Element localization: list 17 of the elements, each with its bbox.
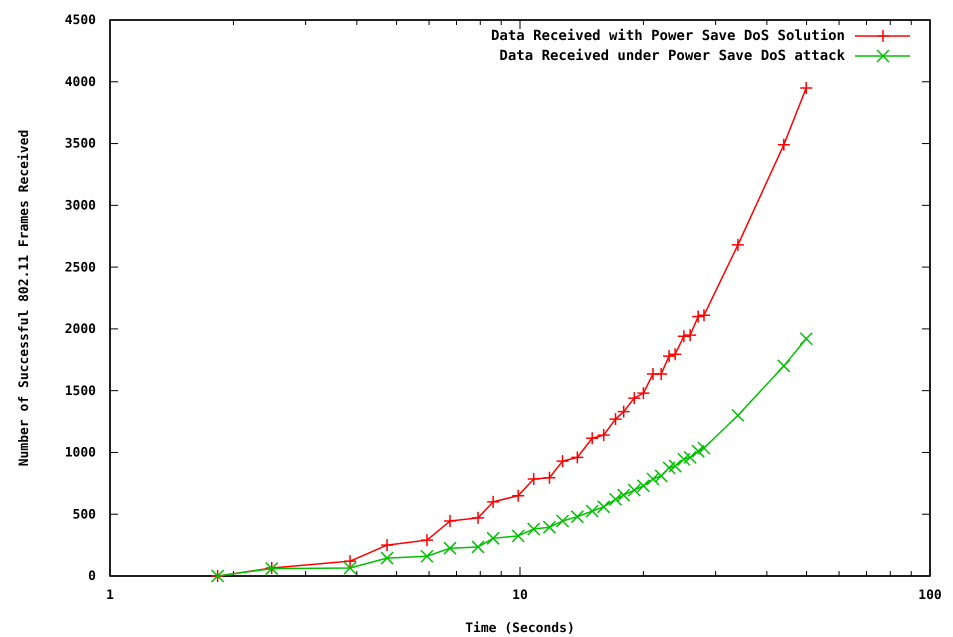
y-tick-label: 1500	[64, 384, 96, 399]
y-tick-label: 3500	[64, 136, 96, 152]
y-tick-label: 1000	[64, 446, 96, 461]
legend-label: Data Received under Power Save DoS attack	[499, 48, 846, 64]
x-axis-title: Time (Seconds)	[465, 621, 575, 636]
x-tick-label: 10	[512, 588, 528, 604]
y-tick-label: 2500	[64, 260, 96, 276]
legend-label: Data Received with Power Save DoS Solution	[490, 28, 845, 44]
y-tick-label: 4500	[64, 13, 96, 28]
x-tick-label: 100	[918, 588, 942, 604]
y-tick-label: 3000	[64, 198, 96, 214]
y-tick-label: 4000	[64, 74, 96, 90]
x-tick-label: 1	[106, 588, 114, 604]
y-tick-label: 500	[72, 507, 96, 522]
y-tick-label: 2000	[64, 322, 96, 338]
y-tick-label: 0	[88, 569, 96, 584]
y-axis-title: Number of Successful 802.11 Frames Received	[17, 130, 32, 466]
